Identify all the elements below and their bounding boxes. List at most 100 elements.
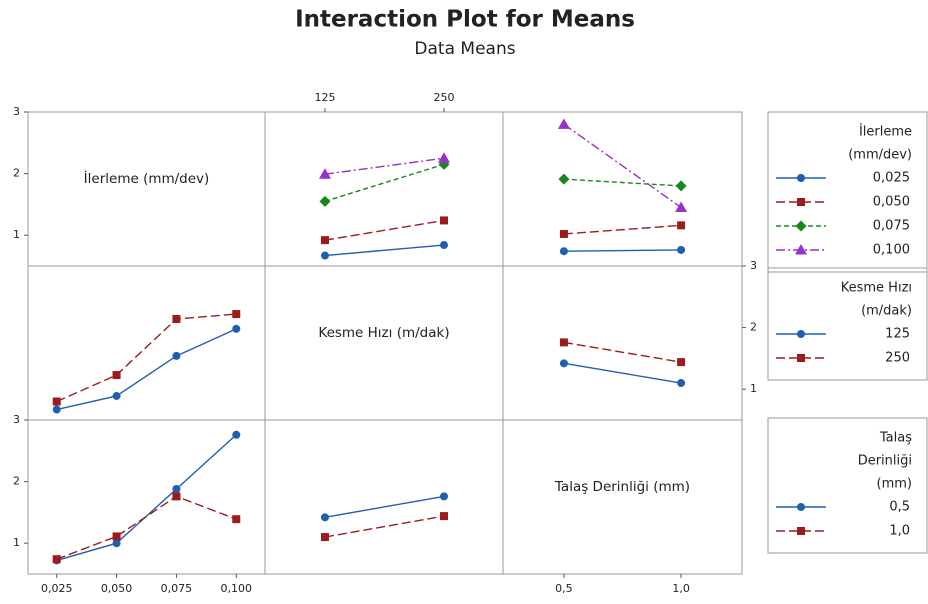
trace-line [324, 219, 445, 241]
y-tick-label: 2 [750, 321, 757, 334]
trace-line [563, 341, 682, 363]
marker [797, 527, 805, 535]
marker [795, 244, 807, 255]
marker [677, 358, 686, 367]
trace-line [56, 328, 237, 411]
trace-line [56, 434, 237, 562]
x-tick-label: 0,025 [41, 582, 73, 595]
marker [112, 539, 121, 548]
y-tick-label: 1 [750, 382, 757, 395]
marker [439, 512, 448, 521]
legend-box [767, 267, 928, 381]
panel-frame [502, 265, 743, 421]
marker [677, 245, 686, 254]
y-tick-label: 2 [13, 475, 20, 488]
x-tick-label: 250 [433, 91, 454, 104]
marker [172, 484, 181, 493]
x-tick-label: 0,075 [161, 582, 193, 595]
marker [320, 251, 329, 260]
trace-line [56, 495, 237, 560]
legend-label: 125 [885, 327, 910, 342]
marker [112, 371, 121, 380]
marker [797, 198, 805, 206]
x-tick-label: 0,5 [555, 582, 573, 595]
marker [52, 405, 61, 414]
legend-label: 0,100 [873, 243, 910, 258]
y-tick-label: 1 [13, 228, 20, 241]
panel-frame [502, 111, 743, 267]
x-tick-label: 0,050 [101, 582, 133, 595]
legend-title: Derinliği [858, 454, 912, 469]
marker [797, 174, 805, 182]
panel-frame [27, 419, 266, 575]
marker [675, 180, 687, 192]
marker [677, 379, 686, 388]
factor-label: İlerleme (mm/dev) [84, 169, 210, 187]
legend-title: (mm) [877, 477, 912, 492]
marker [797, 330, 805, 338]
marker [797, 354, 805, 362]
legend-label: 0,025 [873, 171, 910, 186]
legend-title: İlerleme [859, 124, 912, 140]
marker [320, 513, 329, 522]
trace-line [563, 123, 682, 209]
legend-title: Talaş [879, 431, 912, 446]
y-tick-label: 3 [13, 413, 20, 426]
panel-frame [264, 265, 504, 421]
marker [232, 515, 241, 524]
marker [439, 241, 448, 250]
marker [320, 533, 329, 542]
marker [52, 397, 61, 406]
panel-frame [264, 111, 504, 267]
marker [232, 430, 241, 439]
trace-line [563, 178, 682, 187]
marker [675, 201, 688, 212]
y-tick-label: 3 [13, 105, 20, 118]
marker [795, 220, 807, 232]
marker [559, 359, 568, 368]
factor-label: Kesme Hızı (m/dak) [318, 325, 449, 341]
legend-title: (m/dak) [861, 304, 912, 319]
panel-frame [27, 111, 266, 267]
marker [172, 492, 181, 501]
marker [558, 173, 570, 185]
factor-label: Talaş Derinliği (mm) [554, 479, 690, 495]
chart-subtitle: Data Means [414, 39, 515, 59]
legend-label: 1,0 [889, 524, 910, 539]
trace-line [324, 515, 445, 538]
legend-label: 250 [885, 351, 910, 366]
marker [559, 247, 568, 256]
marker [232, 310, 241, 319]
y-tick-label: 3 [750, 259, 757, 272]
panel-frame [502, 419, 743, 575]
trace-line [56, 313, 237, 403]
marker [439, 492, 448, 501]
x-tick-label: 0,100 [221, 582, 253, 595]
marker [232, 324, 241, 333]
trace-line [324, 157, 445, 175]
y-tick-label: 1 [13, 536, 20, 549]
marker [318, 168, 331, 179]
legend-label: 0,075 [873, 219, 910, 234]
marker [172, 314, 181, 323]
marker [437, 152, 450, 163]
marker [172, 351, 181, 360]
marker [52, 555, 61, 564]
legend-label: 0,5 [889, 500, 910, 515]
marker [677, 221, 686, 230]
y-tick-label: 2 [13, 167, 20, 180]
x-tick-label: 125 [314, 91, 335, 104]
legend-box [767, 417, 928, 554]
panel-frame [27, 265, 266, 421]
marker [797, 503, 805, 511]
trace-line [324, 244, 445, 257]
marker [112, 391, 121, 400]
trace-line [563, 224, 682, 235]
legend-box [767, 111, 928, 273]
legend-title: (mm/dev) [848, 148, 912, 163]
legend-title: Kesme Hızı [841, 281, 912, 296]
trace-line [563, 249, 682, 252]
trace-line [324, 495, 445, 519]
marker [559, 229, 568, 238]
